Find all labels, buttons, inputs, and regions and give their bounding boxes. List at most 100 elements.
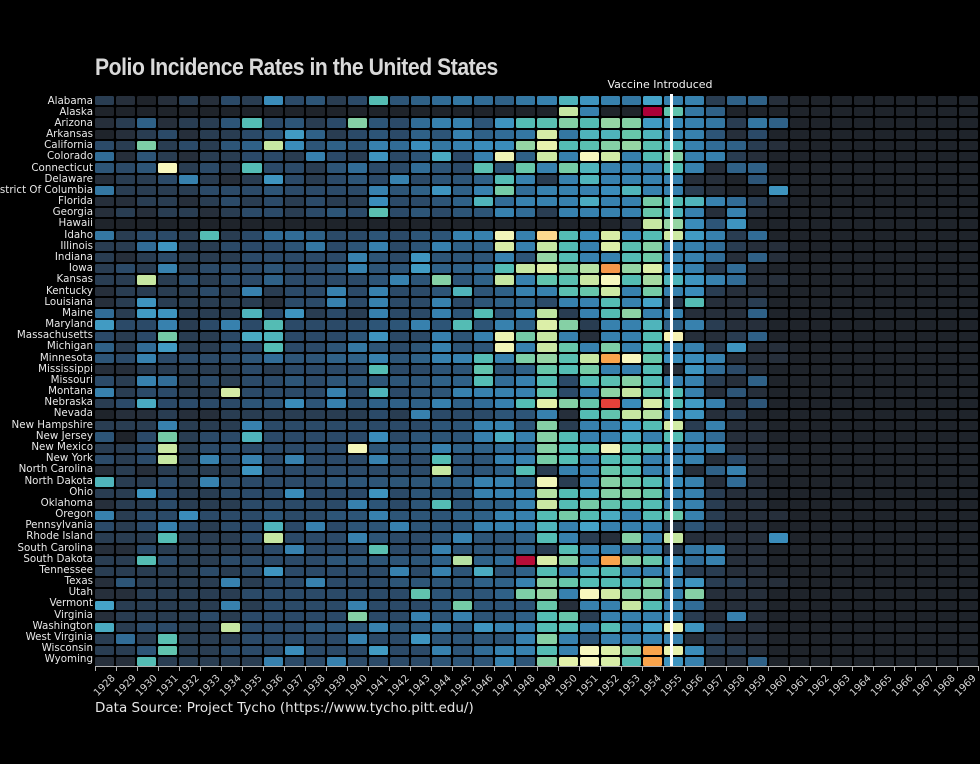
heatmap-cell xyxy=(495,522,515,532)
heatmap-cell xyxy=(263,309,283,319)
heatmap-cell xyxy=(579,208,599,218)
heatmap-cell xyxy=(727,398,747,409)
heatmap-cell xyxy=(305,264,325,274)
heatmap-cell xyxy=(516,432,536,442)
heatmap-cell xyxy=(305,96,325,106)
heatmap-cell xyxy=(895,320,915,330)
heatmap-cell xyxy=(368,510,388,521)
heatmap-cell xyxy=(347,645,367,655)
heatmap-cell xyxy=(748,196,768,207)
heatmap-cell xyxy=(432,600,452,610)
heatmap-cell xyxy=(432,421,452,431)
heatmap-cell xyxy=(453,208,473,218)
heatmap-cell xyxy=(663,578,683,588)
heatmap-cell xyxy=(158,275,178,285)
heatmap-cell xyxy=(242,488,262,498)
x-tick-mark xyxy=(431,667,433,671)
heatmap-cell xyxy=(537,309,557,319)
heatmap-cell xyxy=(748,96,768,106)
heatmap-cell xyxy=(916,320,936,330)
heatmap-cell xyxy=(895,623,915,633)
heatmap-cell xyxy=(95,634,115,644)
heatmap-cell xyxy=(706,275,726,285)
heatmap-cell xyxy=(790,510,810,521)
heatmap-cell xyxy=(263,241,283,252)
heatmap-cell xyxy=(411,589,431,599)
heatmap-cell xyxy=(600,387,620,397)
heatmap-cell xyxy=(305,634,325,644)
heatmap-cell xyxy=(137,466,157,476)
heatmap-cell xyxy=(200,96,220,106)
heatmap-cell xyxy=(579,443,599,453)
heatmap-cell xyxy=(558,163,578,173)
heatmap-cell xyxy=(748,331,768,341)
heatmap-cell xyxy=(221,376,241,386)
heatmap-cell xyxy=(895,230,915,240)
heatmap-cell xyxy=(558,522,578,532)
heatmap-cell xyxy=(453,510,473,521)
heatmap-cell xyxy=(790,555,810,566)
heatmap-cell xyxy=(453,286,473,296)
heatmap-cell xyxy=(832,241,852,252)
heatmap-cell xyxy=(516,634,536,644)
heatmap-cell xyxy=(958,342,978,352)
heatmap-cell xyxy=(495,309,515,319)
heatmap-cell xyxy=(958,185,978,195)
heatmap-cell xyxy=(453,376,473,386)
heatmap-cell xyxy=(642,578,662,588)
heatmap-cell xyxy=(790,297,810,308)
heatmap-cell xyxy=(958,544,978,554)
heatmap-cell xyxy=(853,443,873,453)
heatmap-cell xyxy=(706,421,726,431)
heatmap-cell xyxy=(284,253,304,263)
heatmap-cell xyxy=(305,387,325,397)
heatmap-cell xyxy=(663,589,683,599)
heatmap-cell xyxy=(895,410,915,420)
heatmap-cell xyxy=(474,421,494,431)
heatmap-cell xyxy=(516,421,536,431)
heatmap-cell xyxy=(242,443,262,453)
heatmap-cell xyxy=(874,533,894,543)
heatmap-cell xyxy=(453,454,473,465)
heatmap-cell xyxy=(684,129,705,139)
heatmap-cell xyxy=(263,555,283,566)
heatmap-cell xyxy=(305,477,325,487)
heatmap-cell xyxy=(895,477,915,487)
heatmap-cell xyxy=(727,174,747,184)
heatmap-cell xyxy=(874,488,894,498)
heatmap-cell xyxy=(748,297,768,308)
heatmap-cell xyxy=(558,488,578,498)
heatmap-cell xyxy=(663,634,683,644)
heatmap-cell xyxy=(706,152,726,162)
heatmap-cell xyxy=(621,544,641,554)
heatmap-cell xyxy=(642,488,662,498)
heatmap-cell xyxy=(853,219,873,229)
heatmap-cell xyxy=(495,578,515,588)
heatmap-cell xyxy=(895,342,915,352)
heatmap-cell xyxy=(200,398,220,409)
heatmap-cell xyxy=(200,208,220,218)
heatmap-cell xyxy=(579,611,599,622)
heatmap-cell xyxy=(242,432,262,442)
heatmap-cell xyxy=(537,96,557,106)
heatmap-cell xyxy=(326,118,346,128)
heatmap-cell xyxy=(242,264,262,274)
heatmap-cell xyxy=(495,342,515,352)
heatmap-cell xyxy=(874,410,894,420)
heatmap-cell xyxy=(769,353,789,364)
heatmap-cell xyxy=(727,634,747,644)
heatmap-cell xyxy=(748,656,768,666)
heatmap-cell xyxy=(389,309,410,319)
heatmap-cell xyxy=(179,376,199,386)
heatmap-cell xyxy=(853,96,873,106)
heatmap-cell xyxy=(853,353,873,364)
heatmap-cell xyxy=(874,230,894,240)
heatmap-cell xyxy=(242,129,262,139)
heatmap-cell xyxy=(811,275,831,285)
x-tick-mark xyxy=(536,667,538,671)
heatmap-cell xyxy=(811,353,831,364)
heatmap-cell xyxy=(263,365,283,375)
heatmap-cell xyxy=(516,533,536,543)
heatmap-cell xyxy=(95,477,115,487)
heatmap-cell xyxy=(179,309,199,319)
